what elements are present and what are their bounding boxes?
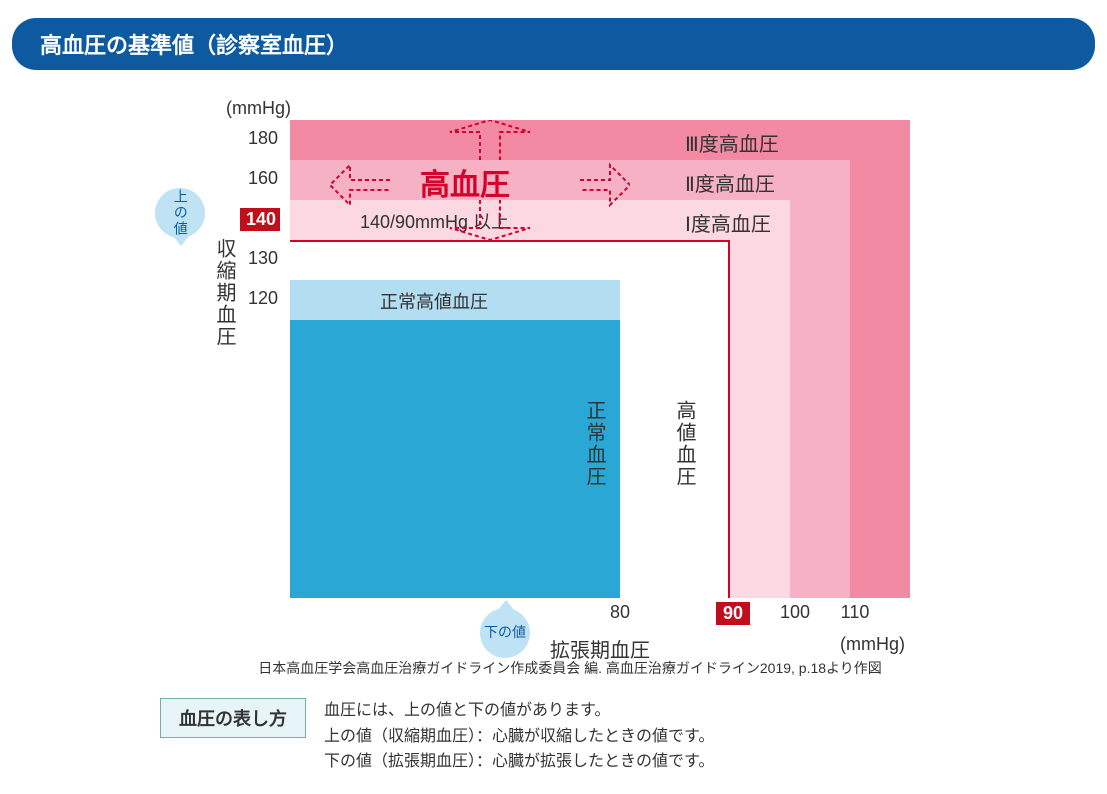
y-tick-160: 160 xyxy=(230,168,278,189)
label-iii: Ⅲ度高血圧 xyxy=(685,128,779,157)
chart-body: Ⅲ度高血圧 Ⅱ度高血圧 Ⅰ度高血圧 高血圧 140/90mmHg 以上 正常高値… xyxy=(290,120,910,598)
explain-text: 血圧には、上の値と下の値があります。 上の値（収縮期血圧）：心臓が収縮したときの… xyxy=(324,698,714,775)
x-tick-80: 80 xyxy=(600,602,640,623)
x-tick-100: 100 xyxy=(770,602,820,623)
source-text: 日本高血圧学会高血圧治療ガイドライン作成委員会 編. 高血圧治療ガイドライン20… xyxy=(160,658,980,678)
x-tick-90: 90 xyxy=(716,602,750,625)
y-bubble: 上の値 xyxy=(155,188,205,238)
label-ii: Ⅱ度高血圧 xyxy=(685,168,775,197)
label-i: Ⅰ度高血圧 xyxy=(685,208,771,237)
y-tick-180: 180 xyxy=(230,128,278,149)
y-bubble-text: 上の値 xyxy=(172,189,187,237)
x-tick-110: 110 xyxy=(830,602,880,623)
explain-line2: 上の値（収縮期血圧）：心臓が収縮したときの値です。 xyxy=(324,724,714,750)
x-bubble: 下の値 xyxy=(480,608,530,658)
page-title: 高血圧の基準値（診察室血圧） xyxy=(12,18,1095,70)
explain-block: 血圧の表し方 血圧には、上の値と下の値があります。 上の値（収縮期血圧）：心臓が… xyxy=(160,698,980,775)
zone-normal xyxy=(290,320,620,598)
label-normhigh: 正常高値血圧 xyxy=(380,288,488,314)
x-bubble-text: 下の値 xyxy=(484,625,526,640)
label-hypertension: 高血圧 xyxy=(420,160,510,204)
bp-chart: (mmHg) 180 160 140 130 120 上の値 収縮期血圧 Ⅲ度高… xyxy=(160,98,940,618)
y-axis-label: 収縮期血圧 xyxy=(210,238,239,348)
explain-line3: 下の値（拡張期血圧）：心臓が拡張したときの値です。 xyxy=(324,749,714,775)
y-tick-140: 140 xyxy=(240,208,280,231)
x-unit: (mmHg) xyxy=(840,634,905,655)
explain-line1: 血圧には、上の値と下の値があります。 xyxy=(324,698,714,724)
label-high: 高値血圧 xyxy=(670,400,699,488)
label-normal: 正常血圧 xyxy=(580,400,609,488)
label-threshold: 140/90mmHg 以上 xyxy=(360,208,509,234)
y-unit: (mmHg) xyxy=(226,98,291,119)
explain-box: 血圧の表し方 xyxy=(160,698,306,738)
